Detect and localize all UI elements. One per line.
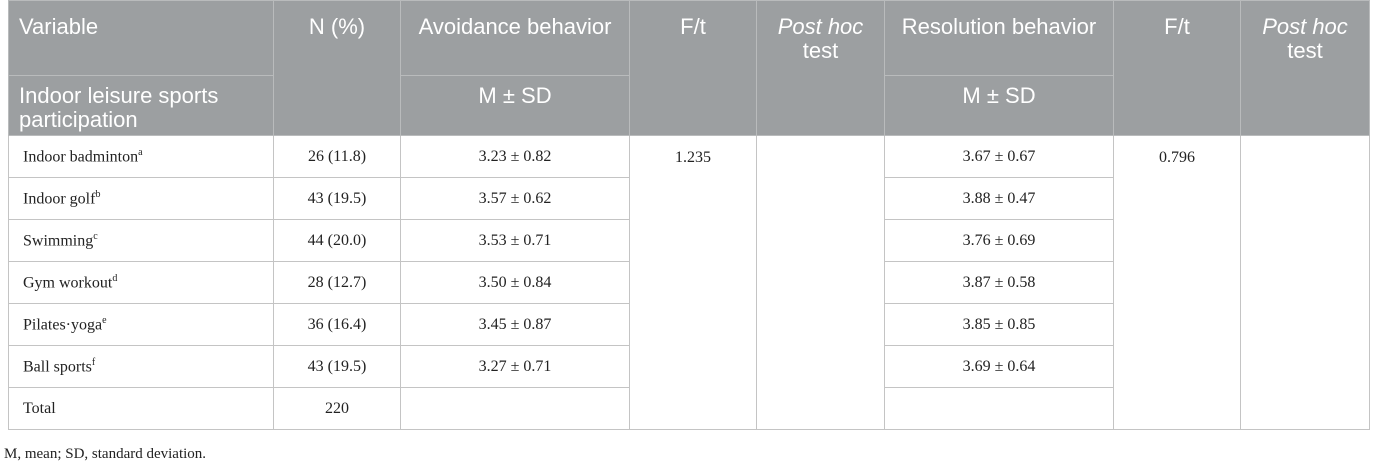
avoidance-cell: 3.53 ± 0.71 [400,219,630,262]
avoidance-cell [400,387,630,430]
variable-name: Swimming [23,232,94,250]
variable-name: Total [23,399,56,417]
superscript: f [91,356,96,368]
avoidance-cell: 3.45 ± 0.87 [400,303,630,346]
resolution-cell: 3.67 ± 0.67 [884,135,1114,178]
n-cell: 44 (20.0) [273,219,401,262]
header-italic: Post hoc [1262,14,1348,39]
avoidance-cell: 3.23 ± 0.82 [400,135,630,178]
header-text: test [1287,38,1323,63]
header-text: test [802,38,839,63]
footnote: M, mean; SD, standard deviation. [4,446,207,462]
table-row: Indoor badmintona 26 (11.8) 3.23 ± 0.82 1.2… [8,135,1370,430]
variable-cell: Ball sportsf [8,345,274,388]
table-row: Gym workoutd 28 (12.7) 3.50 ± 0.84 3.87 ± 0… [8,261,1370,304]
variable-cell: Swimmingc [8,219,274,262]
superscript: c [93,230,98,242]
avoidance-cell: 3.27 ± 0.71 [400,345,630,388]
header-italic: Post hoc [777,14,864,39]
variable-name: Ball sports [23,358,92,376]
avoidance-cell: 3.50 ± 0.84 [400,261,630,304]
header-cell: F/t [1113,0,1241,136]
variable-cell: Total [8,387,274,430]
variable-cell: Indoor badmintona [8,135,274,178]
variable-cell: Pilates·yogae [8,303,274,346]
variable-cell: Indoor golfb [8,177,274,220]
resolution-cell [884,387,1114,430]
variable-cell: Gym workoutd [8,261,274,304]
avoidance-cell: 3.57 ± 0.62 [400,177,630,220]
header-cell: N (%) [273,0,401,136]
header-cell: Indoor leisure sports participation [8,75,274,136]
header-cell: Variable [8,0,274,76]
data-table: Variable N (%) Avoidance behavior F/t Po… [8,0,1370,430]
table-row: Swimmingc 44 (20.0) 3.53 ± 0.71 3.76 ± 0.69 [8,219,1370,262]
resolution-cell: 3.69 ± 0.64 [884,345,1114,388]
superscript: d [112,272,118,284]
n-cell: 26 (11.8) [273,135,401,178]
variable-name: Indoor badminton [23,148,139,166]
posthoc-cell [756,135,885,430]
n-cell: 36 (16.4) [273,303,401,346]
ft-cell: 1.235 [629,135,757,430]
header-cell: Post hoc test [756,0,885,136]
n-cell: 28 (12.7) [273,261,401,304]
table-row: Ball sportsf 43 (19.5) 3.27 ± 0.71 3.69 ± 0… [8,345,1370,388]
header-cell: M ± SD [400,75,630,136]
superscript: b [95,188,101,200]
header-cell: Post hoc test [1240,0,1370,136]
header-cell: Resolution behavior [884,0,1114,76]
table-row: Total 220 [8,387,1370,430]
resolution-cell: 3.87 ± 0.58 [884,261,1114,304]
table-row: Pilates·yogae 36 (16.4) 3.45 ± 0.87 3.85 ± … [8,303,1370,346]
n-cell: 43 (19.5) [273,345,401,388]
resolution-cell: 3.88 ± 0.47 [884,177,1114,220]
table-body: Indoor badmintona 26 (11.8) 3.23 ± 0.82 1.2… [8,135,1370,430]
header-cell: Avoidance behavior [400,0,630,76]
superscript: a [138,146,143,158]
ft-cell: 0.796 [1113,135,1241,430]
resolution-cell: 3.85 ± 0.85 [884,303,1114,346]
variable-name: Pilates·yoga [23,316,103,334]
n-cell: 220 [273,387,401,430]
posthoc-cell [1240,135,1370,430]
header-cell: F/t [629,0,757,136]
resolution-cell: 3.76 ± 0.69 [884,219,1114,262]
variable-name: Gym workout [23,274,113,292]
superscript: e [102,314,107,326]
header-cell: M ± SD [884,75,1114,136]
table-row: Indoor golfb 43 (19.5) 3.57 ± 0.62 3.88 ± 0… [8,177,1370,220]
n-cell: 43 (19.5) [273,177,401,220]
variable-name: Indoor golf [23,190,96,208]
